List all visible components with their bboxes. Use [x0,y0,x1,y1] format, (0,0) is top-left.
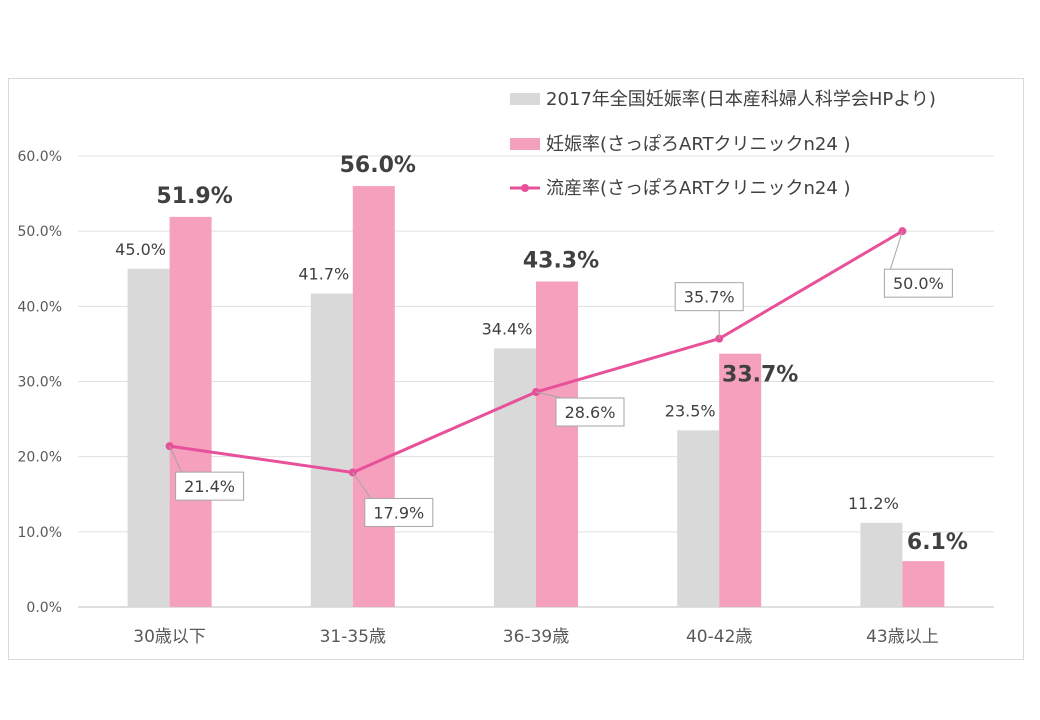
legend-label-clinic: 妊娠率(さっぽろARTクリニックn24 ) [546,134,851,155]
data-label-national: 34.4% [482,319,533,338]
legend-label-miscarriage: 流産率(さっぽろARTクリニックn24 ) [546,178,851,199]
callout-leader-line [889,231,903,270]
bar-clinic-pregnancy-rate [902,561,945,607]
bar-clinic-pregnancy-rate [352,186,395,608]
y-tick-label: 50.0% [18,224,62,240]
y-tick-label: 60.0% [18,149,62,165]
bar-national-pregnancy-rate [677,430,720,607]
callout-leader-line [169,445,183,473]
data-label-clinic: 43.3% [523,249,599,274]
callout-box [674,282,744,312]
y-tick-label: 20.0% [18,450,62,466]
x-category-label: 30歳以下 [133,627,206,647]
x-category-label: 43歳以上 [866,627,939,647]
data-label-clinic: 33.7% [722,363,798,388]
callout-leader-line [352,472,372,499]
data-label-miscarriage: 35.7% [684,288,735,307]
data-label-clinic: 56.0% [340,153,416,178]
data-label-clinic: 51.9% [156,184,232,209]
data-label-national: 11.2% [848,494,899,513]
data-label-miscarriage: 17.9% [373,503,424,522]
data-label-national: 41.7% [298,265,349,284]
data-label-clinic: 6.1% [907,530,968,555]
callout-leader-line [535,391,563,399]
callout-box [364,497,434,527]
bar-clinic-pregnancy-rate [536,281,578,607]
data-label-miscarriage: 50.0% [893,274,944,293]
bar-national-pregnancy-rate [310,293,353,607]
bar-national-pregnancy-rate [494,348,536,607]
bar-national-pregnancy-rate [127,268,170,607]
x-category-label: 31-35歳 [320,627,386,647]
data-label-miscarriage: 28.6% [565,403,616,422]
bar-clinic-pregnancy-rate [169,216,212,607]
x-category-label: 40-42歳 [686,627,752,647]
callout-box [175,471,245,501]
bar-clinic-pregnancy-rate [719,353,762,607]
data-label-national: 45.0% [115,240,166,259]
legend-marker-miscarriage [521,184,529,192]
callout-box [555,397,625,427]
data-label-national: 23.5% [665,401,716,420]
legend-swatch-clinic [510,138,540,150]
legend-label-national: 2017年全国妊娠率(日本産科婦人科学会HPより) [546,89,936,110]
x-category-label: 36-39歳 [503,627,569,647]
y-tick-label: 30.0% [18,375,62,391]
y-tick-label: 10.0% [18,525,62,541]
y-tick-label: 0.0% [26,600,62,616]
y-tick-label: 40.0% [18,299,62,315]
data-label-miscarriage: 21.4% [184,477,235,496]
bar-national-pregnancy-rate [860,522,903,607]
callout-box [883,268,953,298]
legend-swatch-national [510,93,540,105]
